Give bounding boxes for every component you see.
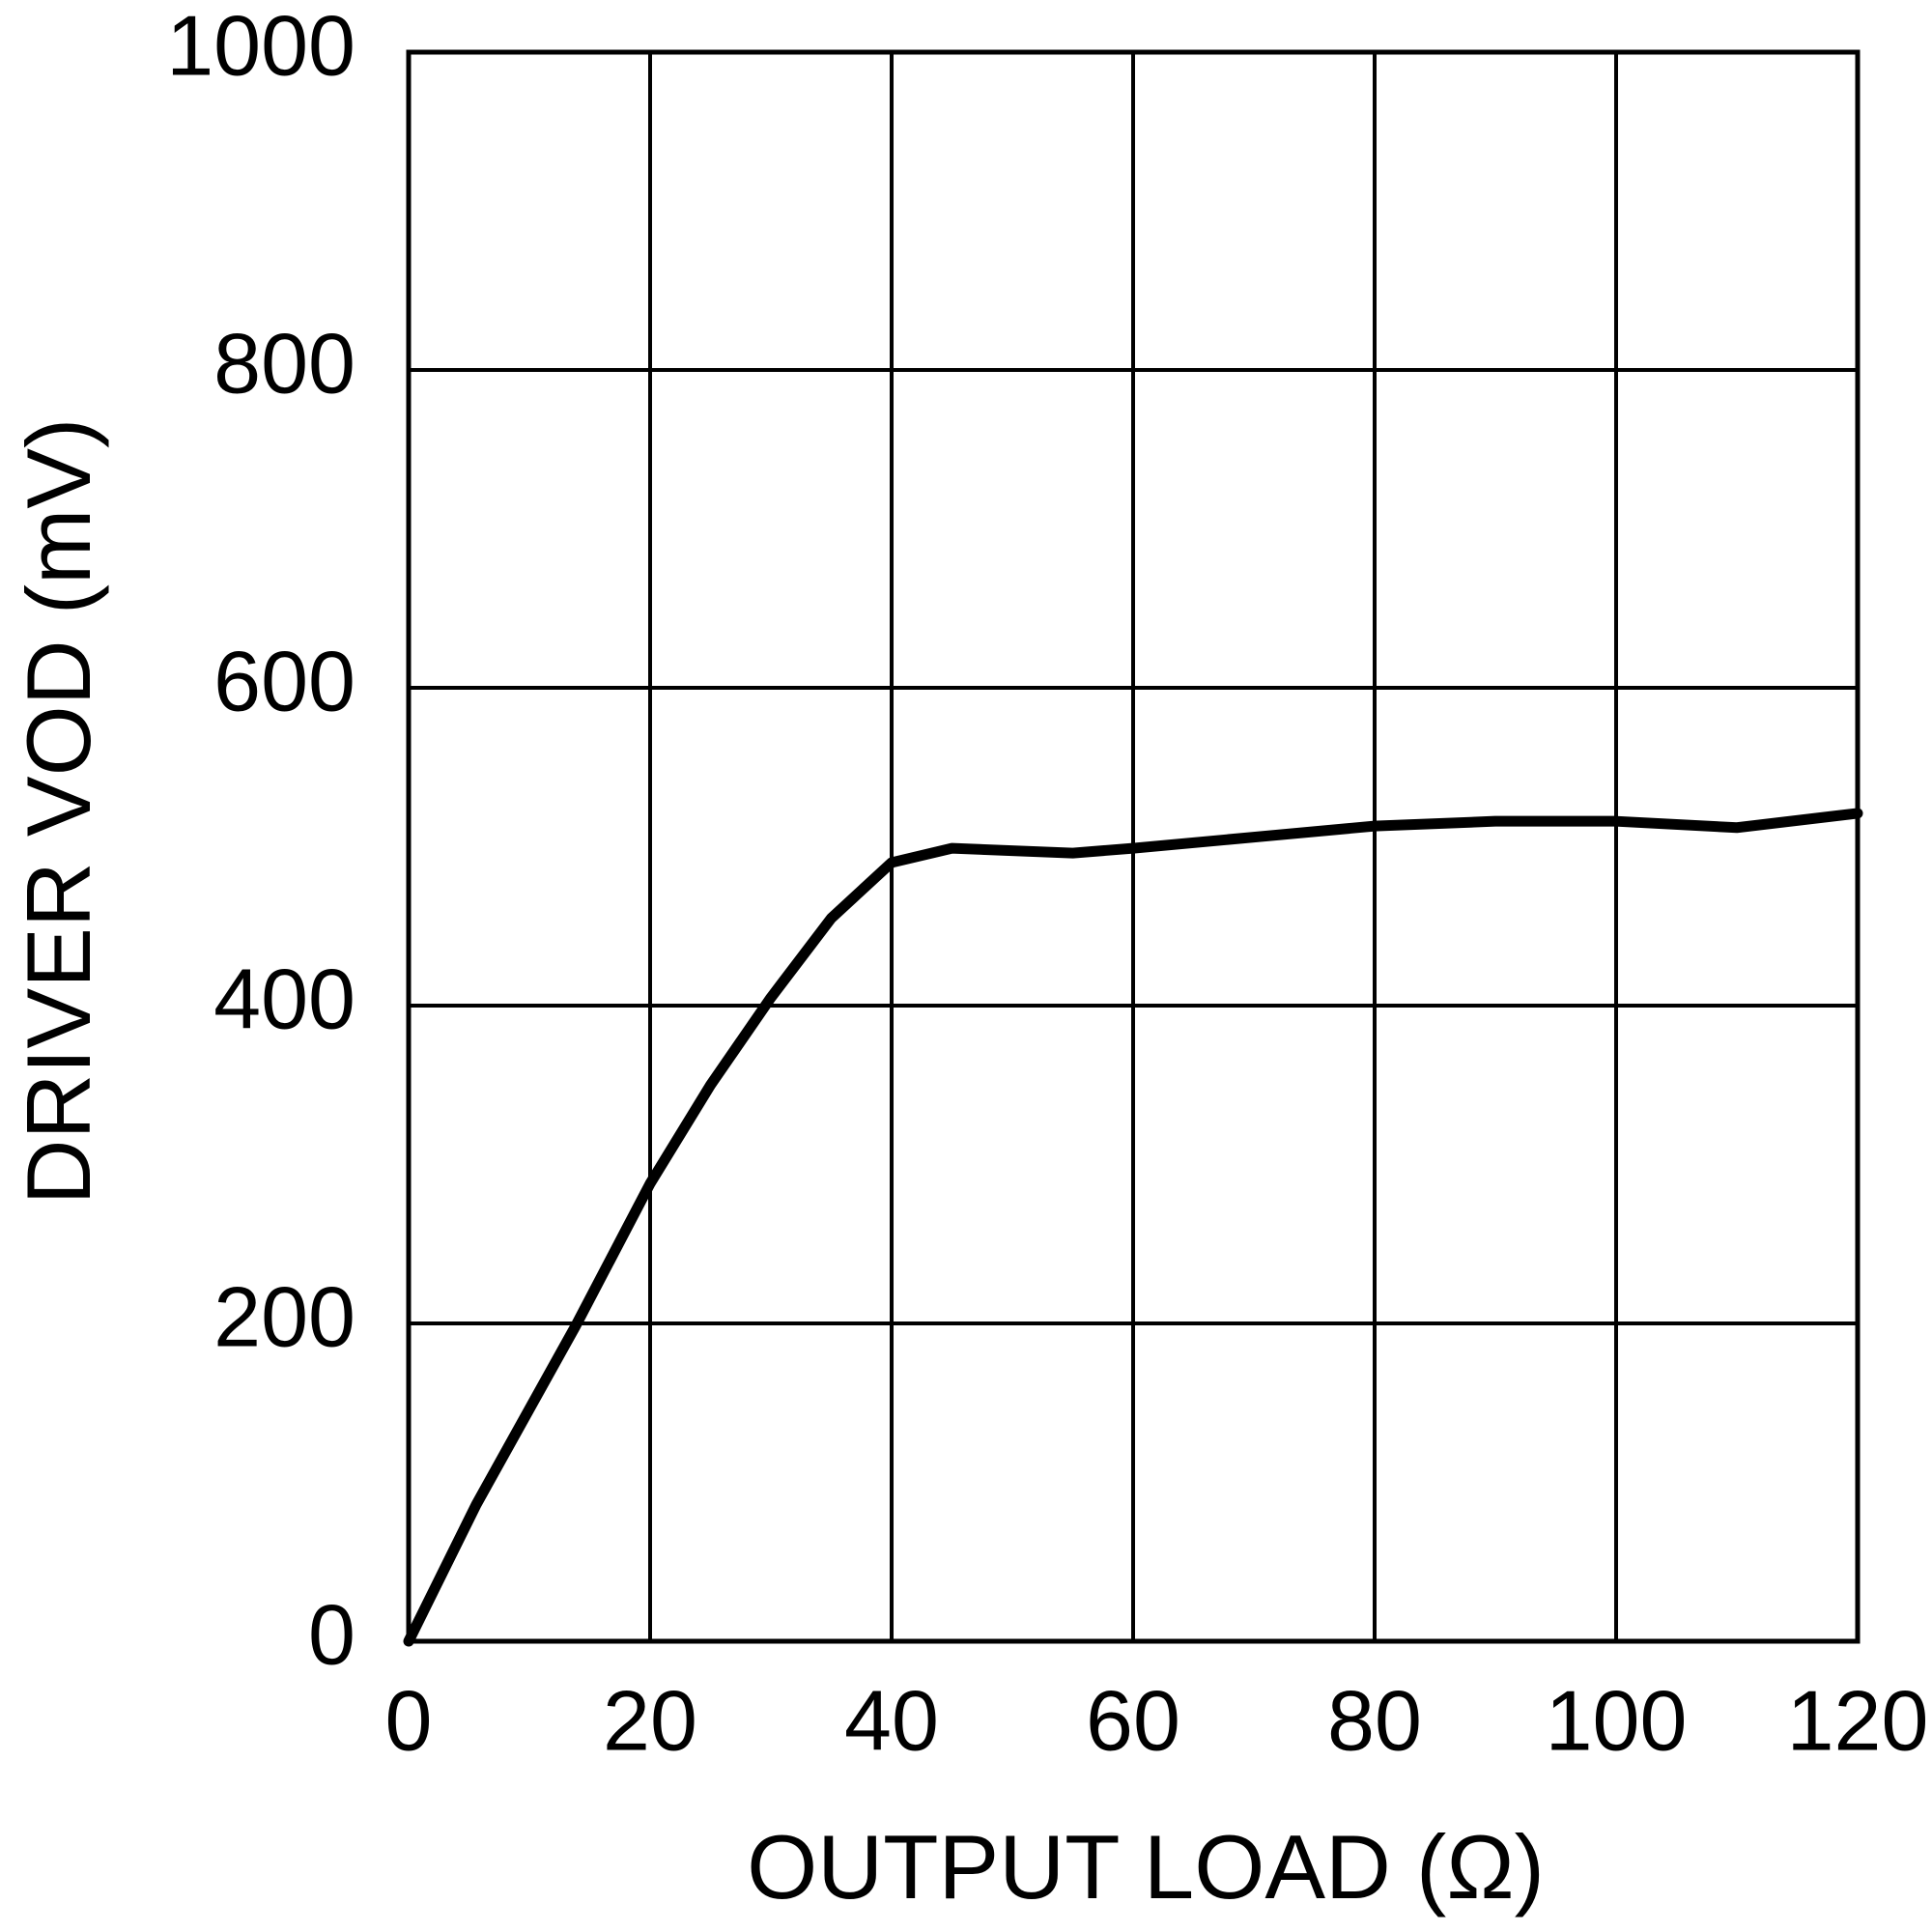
y-tick-label: 600 [213,633,355,728]
x-tick-label: 40 [844,1672,939,1768]
plot-frame [406,49,1861,1644]
x-tick-label: 0 [385,1672,433,1768]
y-axis-title: DRIVER VOD (mV) [8,418,109,1206]
x-tick-label: 80 [1327,1672,1422,1768]
y-tick-label: 800 [213,315,355,411]
y-tick-label: 1000 [166,0,355,93]
y-tick-label: 0 [308,1586,355,1682]
x-tick-label: 60 [1086,1672,1180,1768]
y-tick-label: 200 [213,1268,355,1364]
x-tick-label: 100 [1546,1672,1688,1768]
y-tick-label: 400 [213,951,355,1046]
data-line [403,808,1863,1647]
x-tick-label: 120 [1787,1672,1929,1768]
x-axis-title: OUTPUT LOAD (Ω) [747,1816,1545,1918]
x-tick-label: 20 [603,1672,697,1768]
